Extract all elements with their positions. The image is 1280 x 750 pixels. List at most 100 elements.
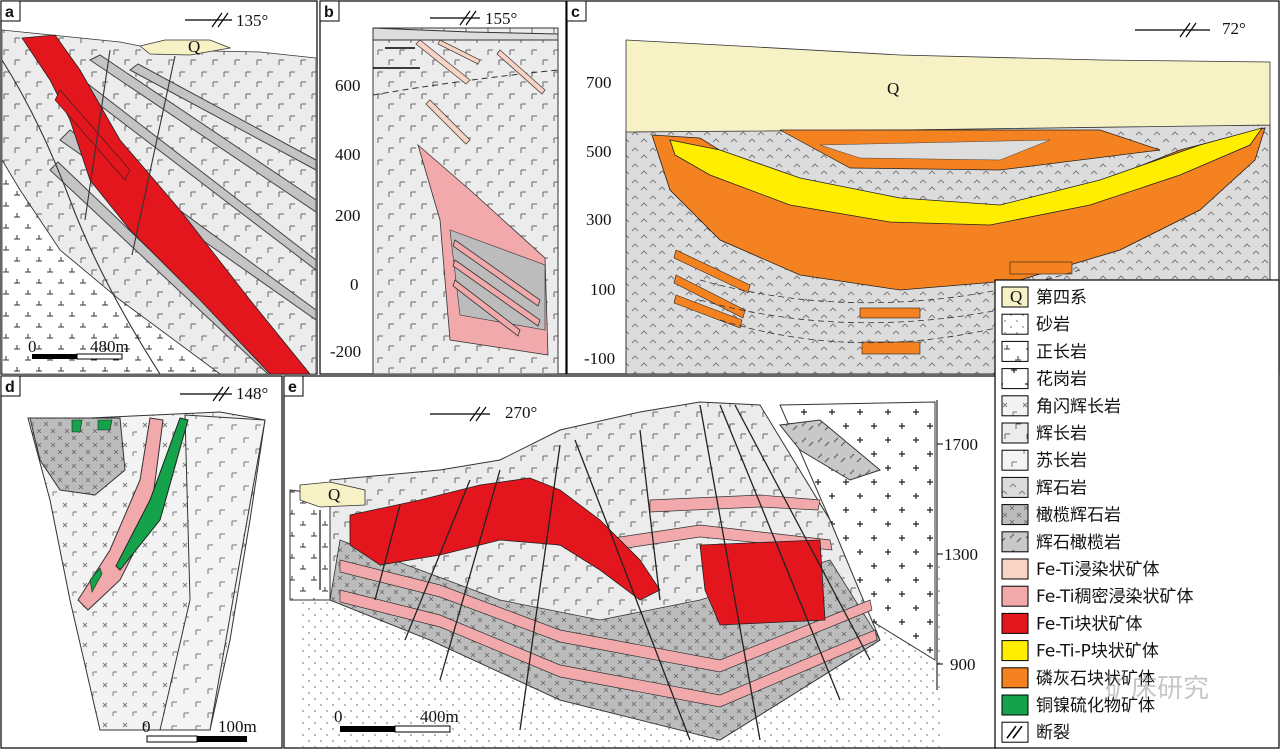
legend-swatch (1001, 667, 1029, 689)
svg-text:100m: 100m (218, 717, 257, 736)
panel-a-syenite (2, 159, 221, 374)
panel-b-depth-axis: 600 400 200 0 -200 (330, 76, 361, 361)
panel-a-compass: 135° (185, 11, 268, 30)
legend-item-cu-ni: 铜镍硫化物矿体 (1001, 694, 1155, 716)
svg-text:480m: 480m (90, 337, 129, 356)
svg-text:600: 600 (335, 76, 361, 95)
legend-label: 苏长岩 (1036, 451, 1087, 471)
legend-swatch (1001, 721, 1029, 743)
legend-swatch (1001, 340, 1029, 362)
panel-e-q: Q (328, 485, 340, 504)
legend-label: Fe-Ti稠密浸染状矿体 (1036, 587, 1193, 607)
legend-label: 橄榄辉石岩 (1036, 506, 1121, 526)
legend-swatch (1001, 531, 1029, 553)
legend-item-Q: Q 第四系 (1001, 286, 1087, 308)
legend-item-apatite: 磷灰石块状矿体 (1001, 667, 1155, 689)
panel-b: b 155° 600 400 200 0 -200 (319, 0, 567, 375)
legend-swatch (1001, 585, 1029, 607)
legend-item-disseminated: Fe-Ti浸染状矿体 (1001, 558, 1159, 580)
panel-e: Q e 270° 1700 1300 900 0 400m (283, 375, 997, 749)
svg-text:700: 700 (586, 73, 612, 92)
legend-swatch (1001, 449, 1029, 471)
legend-swatch (1001, 395, 1029, 417)
legend-item-granite: 花岗岩 (1001, 368, 1087, 390)
legend-swatch (1001, 504, 1029, 526)
legend-item-hornblende-gabbro: 角闪辉长岩 (1001, 395, 1121, 417)
panel-c-label: c (571, 4, 580, 21)
svg-text:300: 300 (586, 210, 612, 229)
panel-c-q: Q (887, 79, 899, 98)
legend-label: 辉石橄榄岩 (1036, 533, 1121, 553)
watermark: 矿床研究 (1105, 674, 1209, 704)
legend-label: 铜镍硫化物矿体 (1036, 696, 1155, 716)
panel-e-azimuth: 270° (505, 403, 537, 422)
svg-text:100: 100 (590, 280, 616, 299)
legend-item-massive: Fe-Ti块状矿体 (1001, 612, 1142, 634)
legend-swatch (1001, 640, 1029, 662)
legend-label: Fe-Ti-P块状矿体 (1036, 642, 1159, 662)
svg-text:500: 500 (586, 142, 612, 161)
legend-label: 第四系 (1036, 288, 1087, 308)
panel-a: a 135° Q 0 480m (0, 0, 318, 375)
svg-text:0: 0 (28, 337, 37, 356)
panel-a-massive-ore (21, 34, 311, 374)
panel-b-compass: 155° (430, 9, 517, 28)
legend-label: 断裂 (1036, 723, 1070, 743)
panel-a-scale: 0 480m (28, 337, 129, 360)
panel-e-elevation-axis: 1700 1300 900 (936, 400, 978, 690)
legend-item-olivine-pyroxenite: 橄榄辉石岩 (1001, 504, 1121, 526)
legend-label: 角闪辉长岩 (1036, 397, 1121, 417)
panel-d-compass: 148° (180, 384, 268, 403)
legend-label: Fe-Ti块状矿体 (1036, 614, 1142, 634)
svg-text:-100: -100 (584, 349, 615, 368)
panel-a-q: Q (188, 37, 200, 56)
legend-item-norite: 苏长岩 (1001, 449, 1087, 471)
svg-text:900: 900 (950, 655, 976, 674)
legend-swatch (1001, 558, 1029, 580)
legend-label: Fe-Ti浸染状矿体 (1036, 560, 1159, 580)
panel-a-quaternary (139, 39, 232, 56)
svg-text:0: 0 (350, 275, 359, 294)
panel-d-cu-ni-ore (115, 417, 189, 571)
fault-icon (1006, 725, 1023, 739)
panel-e-scale: 0 400m (334, 707, 459, 733)
panel-a-label: a (5, 4, 14, 21)
legend-label: 辉长岩 (1036, 424, 1087, 444)
legend-item-fe-ti-p: Fe-Ti-P块状矿体 (1001, 640, 1159, 662)
panel-d-scale: 0 100m (142, 717, 257, 743)
legend-swatch (1001, 694, 1029, 716)
panel-e-granite (779, 401, 936, 661)
svg-text:200: 200 (335, 206, 361, 225)
panel-d: d 148° 0 100m (0, 375, 283, 749)
legend-item-syenite: 正长岩 (1001, 340, 1087, 362)
panel-c-azimuth: 72° (1222, 19, 1246, 38)
panel-c-compass: 72° (1135, 19, 1246, 38)
legend-label: 辉石岩 (1036, 478, 1087, 498)
legend-item-gabbro: 辉长岩 (1001, 422, 1087, 444)
panel-d-azimuth: 148° (236, 384, 268, 403)
svg-text:0: 0 (334, 707, 343, 726)
svg-text:1300: 1300 (944, 545, 978, 564)
svg-text:1700: 1700 (944, 435, 978, 454)
legend-label: 花岗岩 (1036, 370, 1087, 390)
panel-c-quaternary (625, 39, 1271, 133)
legend-swatch (1001, 422, 1029, 444)
legend-label: 正长岩 (1036, 342, 1087, 362)
legend-label: 砂岩 (1036, 315, 1070, 335)
panel-c-depth-axis: 700 500 300 100 -100 (584, 73, 616, 368)
panel-b-label: b (324, 4, 334, 21)
svg-text:0: 0 (142, 717, 151, 736)
svg-text:-200: -200 (330, 342, 361, 361)
legend-item-fault: 断裂 (1001, 721, 1070, 743)
legend-q-symbol: Q (1010, 287, 1022, 306)
legend-swatch (1001, 286, 1029, 308)
legend-item-wehrlite: 辉石橄榄岩 (1001, 531, 1121, 553)
panel-a-azimuth: 135° (236, 11, 268, 30)
panel-c-fe-ti-p-ore (669, 127, 1263, 226)
panel-e-compass: 270° (430, 403, 537, 422)
legend-swatch (1001, 612, 1029, 634)
legend-swatch (1001, 313, 1029, 335)
legend-item-pyroxenite: 辉石岩 (1001, 476, 1087, 498)
svg-text:400m: 400m (420, 707, 459, 726)
